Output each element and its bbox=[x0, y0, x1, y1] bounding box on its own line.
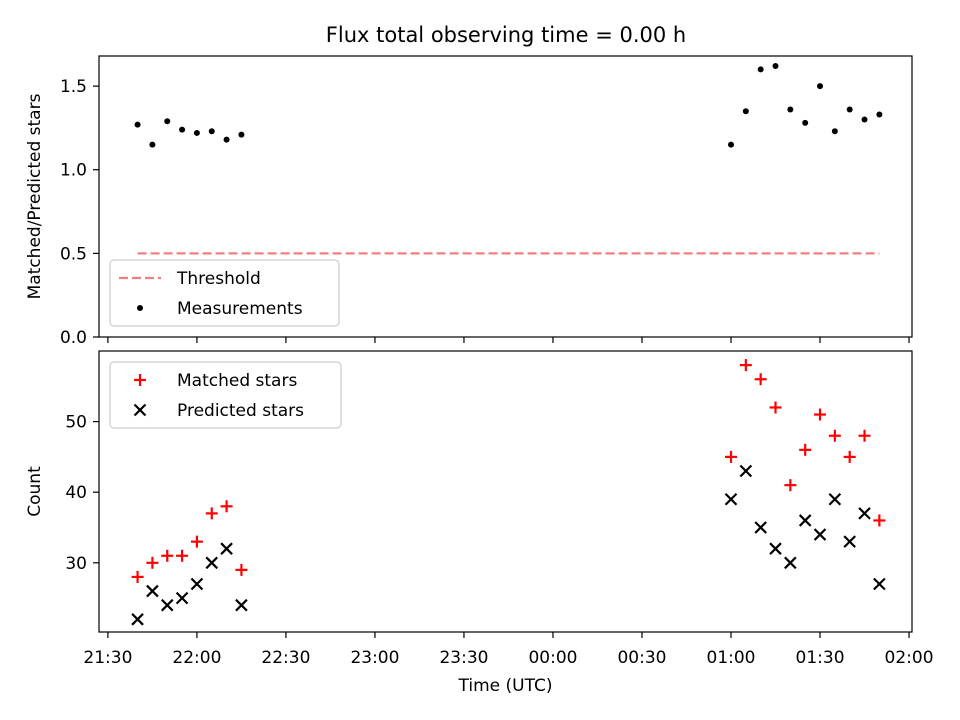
data-point bbox=[175, 591, 189, 605]
x-tick-label: 22:00 bbox=[172, 648, 221, 668]
data-point bbox=[769, 401, 782, 414]
data-point bbox=[190, 577, 204, 591]
data-point bbox=[784, 556, 797, 570]
data-point bbox=[131, 570, 144, 583]
data-point bbox=[799, 443, 812, 456]
x-tick-label: 01:30 bbox=[796, 648, 845, 668]
legend-swatch bbox=[137, 305, 143, 311]
legend-swatch bbox=[134, 374, 146, 386]
data-point bbox=[146, 584, 159, 598]
x-tick-label: 22:30 bbox=[261, 648, 310, 668]
y-tick-label: 40 bbox=[65, 483, 87, 503]
axes-frame bbox=[98, 55, 913, 338]
data-point bbox=[724, 492, 738, 506]
data-point bbox=[208, 128, 215, 135]
data-point bbox=[728, 141, 735, 148]
x-axis-label: Time (UTC) bbox=[458, 676, 553, 696]
x-tick-label: 00:00 bbox=[528, 648, 577, 668]
data-point bbox=[725, 450, 738, 463]
data-point bbox=[193, 129, 200, 136]
data-point bbox=[798, 514, 812, 527]
data-point bbox=[176, 549, 189, 562]
data-point bbox=[846, 106, 853, 113]
chart-title: Flux total observing time = 0.00 h bbox=[326, 23, 686, 47]
legend: Threshold Measurements bbox=[109, 259, 340, 327]
y-tick-label: 1.0 bbox=[60, 161, 87, 181]
data-point bbox=[223, 136, 230, 143]
data-point bbox=[220, 542, 233, 555]
legend-label: Threshold bbox=[176, 269, 261, 289]
data-point bbox=[235, 563, 248, 576]
data-point bbox=[873, 514, 886, 527]
x-tick-label: 00:30 bbox=[617, 648, 666, 668]
y-tick-label: 0.5 bbox=[60, 244, 87, 264]
x-tick-label: 23:30 bbox=[439, 648, 488, 668]
legend-box bbox=[109, 259, 340, 327]
y-axis-label: Matched/Predicted stars bbox=[25, 93, 45, 299]
legend-label: Measurements bbox=[177, 299, 303, 319]
data-point bbox=[843, 450, 856, 463]
series-measurements bbox=[134, 63, 883, 148]
x-tick-label: 21:30 bbox=[83, 648, 132, 668]
data-point bbox=[220, 500, 233, 513]
data-point bbox=[161, 549, 174, 562]
legend: Matched stars Predicted stars bbox=[109, 361, 342, 429]
y-tick-label: 0.0 bbox=[60, 328, 87, 348]
data-point bbox=[769, 542, 782, 555]
data-point bbox=[754, 373, 767, 386]
data-point bbox=[742, 108, 749, 115]
data-point bbox=[787, 106, 794, 113]
data-point bbox=[739, 359, 752, 372]
series-matched-stars bbox=[131, 359, 886, 583]
data-point bbox=[754, 521, 767, 534]
data-point bbox=[828, 429, 841, 442]
legend-box bbox=[109, 361, 342, 429]
data-point bbox=[739, 464, 753, 478]
data-point bbox=[205, 507, 218, 520]
ratio-panel: 0.0 0.5 1.0 1.5 Matched/Predicted stars Thres… bbox=[25, 55, 913, 348]
legend-label: Predicted stars bbox=[177, 401, 304, 421]
data-point bbox=[843, 535, 856, 548]
data-point bbox=[146, 556, 159, 569]
data-point bbox=[876, 111, 883, 118]
legend-swatch bbox=[133, 403, 147, 417]
data-point bbox=[164, 118, 171, 125]
data-point bbox=[205, 556, 219, 570]
data-point bbox=[828, 492, 842, 506]
x-tick-label: 02:00 bbox=[885, 648, 934, 668]
data-point bbox=[160, 598, 174, 612]
data-point bbox=[817, 83, 824, 90]
data-point bbox=[238, 131, 245, 138]
data-point bbox=[802, 119, 809, 126]
count-panel: 30 40 50 21:30 22:00 22:30 23:00 23:30 00:00 00:3… bbox=[25, 350, 934, 696]
data-point bbox=[757, 66, 764, 73]
data-point bbox=[858, 507, 871, 520]
data-point bbox=[134, 121, 141, 128]
data-point bbox=[772, 63, 779, 70]
y-tick-label: 1.5 bbox=[60, 77, 87, 97]
data-point bbox=[149, 141, 156, 148]
axes-frame bbox=[98, 350, 913, 633]
data-point bbox=[131, 613, 144, 626]
data-point bbox=[831, 128, 838, 135]
data-point bbox=[179, 126, 186, 133]
data-point bbox=[814, 408, 827, 421]
data-point bbox=[858, 429, 871, 442]
y-tick-label: 50 bbox=[65, 413, 87, 433]
y-axis-label: Count bbox=[25, 466, 45, 517]
data-point bbox=[861, 116, 868, 123]
data-point bbox=[190, 535, 203, 548]
data-point bbox=[813, 528, 827, 541]
x-tick-label: 23:00 bbox=[350, 648, 399, 668]
data-point bbox=[235, 598, 248, 612]
series-predicted-stars bbox=[131, 464, 886, 626]
x-tick-label: 01:00 bbox=[707, 648, 756, 668]
data-point bbox=[873, 577, 886, 591]
y-tick-label: 30 bbox=[65, 554, 87, 574]
legend-label: Matched stars bbox=[177, 371, 297, 391]
data-point bbox=[784, 479, 797, 492]
